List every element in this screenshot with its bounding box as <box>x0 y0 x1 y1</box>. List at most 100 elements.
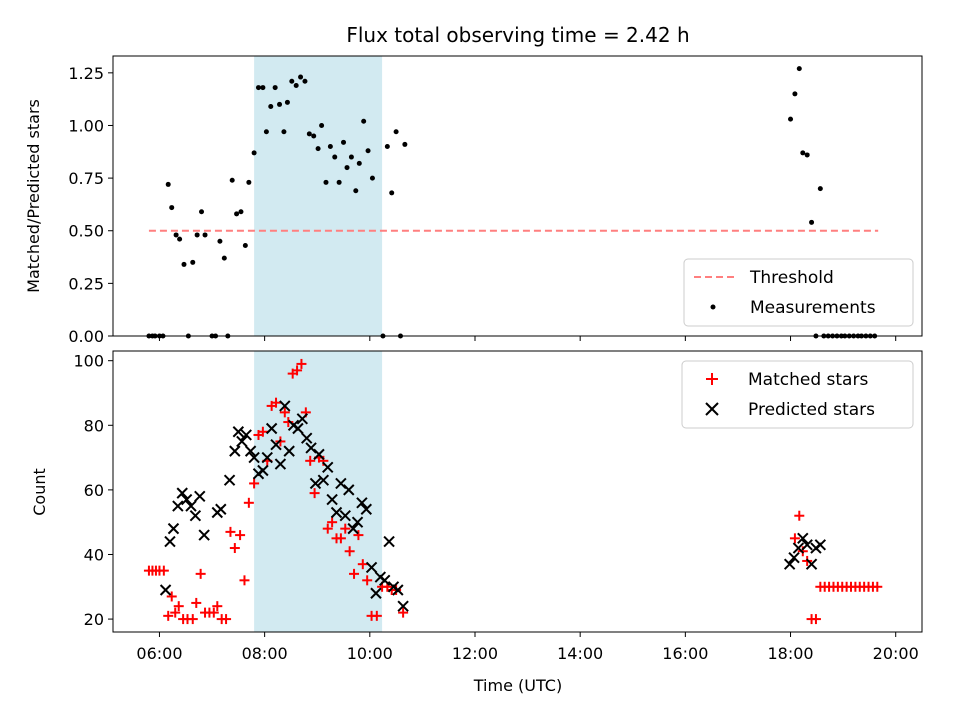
measurement-point <box>796 66 802 72</box>
top-axes-frame <box>112 55 923 337</box>
matched-star-point <box>208 607 219 618</box>
matched-star-point <box>305 455 316 466</box>
measurement-point <box>177 236 183 242</box>
shaded-interval-rect <box>254 56 383 336</box>
matched-star-point <box>309 488 320 499</box>
top-shaded-interval <box>254 56 383 336</box>
bottom-legend-box <box>681 360 914 429</box>
matched-star-point <box>398 607 409 618</box>
bottom-legend-matched-label: Matched stars <box>748 370 868 390</box>
x-axis-label: Time (UTC) <box>473 676 562 695</box>
measurement-point <box>255 85 261 91</box>
y-tick-label: 40 <box>84 545 104 564</box>
predicted-star-point <box>270 438 282 451</box>
top-legend-measurements-label: Measurements <box>750 298 876 318</box>
predicted-star-point <box>244 445 257 457</box>
bottom-legend-matched-swatch <box>706 373 718 385</box>
chart-title: Flux total observing time = 2.42 h <box>346 23 689 47</box>
top-legend-threshold-label: Threshold <box>749 268 834 288</box>
y-tick-label: 20 <box>84 610 104 629</box>
predicted-star-point <box>172 500 184 512</box>
predicted-star-point <box>274 458 287 470</box>
predicted-star-point <box>159 584 172 596</box>
measurement-point <box>181 261 187 267</box>
matched-star-point <box>335 533 346 544</box>
bottom-panel: 06:00 08:00 10:00 12:00 14:00 16:00 18:00 20:00… <box>30 350 923 695</box>
matched-star-point <box>235 530 246 541</box>
predicted-star-point <box>279 400 291 412</box>
measurement-point <box>260 85 266 91</box>
predicted-star-point <box>185 500 197 512</box>
matched-star-point <box>349 568 360 579</box>
matched-star-point <box>195 568 206 579</box>
bottom-legend-predicted-swatch <box>705 402 719 416</box>
matched-star-point <box>327 517 338 528</box>
predicted-star-point <box>189 510 202 522</box>
matched-star-point <box>353 530 364 541</box>
measurement-point <box>361 118 367 124</box>
measurement-point <box>242 242 248 248</box>
predicted-star-point <box>296 413 309 425</box>
measurement-point <box>332 154 338 160</box>
y-tick-label: 0.75 <box>68 169 104 188</box>
measurement-point <box>344 165 350 171</box>
measurement-point <box>229 177 235 183</box>
matched-star-point <box>212 601 223 612</box>
measurement-point <box>393 129 399 135</box>
matched-star-point <box>794 510 805 521</box>
predicted-star-point <box>814 539 827 551</box>
measurement-point <box>238 209 244 215</box>
top-y-axis-label: Matched/Predicted stars <box>24 99 43 293</box>
measurement-point <box>298 74 304 80</box>
x-tick-label: 18:00 <box>767 644 813 663</box>
matched-star-point <box>344 546 355 557</box>
top-legend: Threshold Measurements <box>683 258 914 327</box>
measurement-point <box>165 181 171 187</box>
matched-star-point <box>191 597 202 608</box>
predicted-star-point <box>292 422 304 435</box>
y-tick-label: 0.00 <box>68 327 104 346</box>
predicted-star-point <box>309 477 322 490</box>
measurement-point <box>356 160 362 166</box>
matched-star-point <box>872 581 883 592</box>
matched-star-point <box>357 559 368 570</box>
top-legend-measurements-swatch <box>710 304 716 310</box>
predicted-star-point <box>356 497 368 509</box>
predicted-star-point <box>240 429 252 441</box>
x-tick-label: 14:00 <box>557 644 603 663</box>
matched-star-point <box>225 526 236 537</box>
bottom-shaded-interval <box>254 351 383 632</box>
measurement-point <box>302 78 308 84</box>
x-tick-label: 06:00 <box>136 644 182 663</box>
measurement-point <box>281 129 287 135</box>
x-tick-label: 10:00 <box>347 644 393 663</box>
bottom-axes-frame <box>112 350 923 633</box>
predicted-star-point <box>223 474 236 486</box>
matched-star-point <box>371 610 382 621</box>
predicted-star-point <box>365 561 378 574</box>
measurement-point <box>804 152 810 158</box>
predicted-star-point <box>360 503 373 515</box>
measurement-point <box>190 259 196 265</box>
predicted-star-point <box>379 574 391 587</box>
measurement-point <box>311 133 317 139</box>
x-tick-label: 08:00 <box>242 644 288 663</box>
predicted-star-point <box>317 474 330 486</box>
predicted-star-point <box>347 522 359 535</box>
measurement-point <box>353 188 359 194</box>
measurement-point <box>336 179 342 185</box>
matched-star-point <box>279 407 290 418</box>
predicted-star-point <box>180 493 193 506</box>
predicted-star-point <box>351 516 364 528</box>
predicted-star-point <box>265 422 278 435</box>
predicted-star-point <box>194 490 206 503</box>
matched-star-point <box>257 426 268 437</box>
predicted-star-point <box>236 435 248 448</box>
predicted-star-point <box>783 558 796 570</box>
bottom-legend-predicted-label: Predicted stars <box>748 400 875 420</box>
measurement-point <box>800 150 806 156</box>
bottom-y-axis-label: Count <box>30 468 49 516</box>
matched-star-point <box>810 614 821 625</box>
matched-star-point <box>362 575 373 586</box>
